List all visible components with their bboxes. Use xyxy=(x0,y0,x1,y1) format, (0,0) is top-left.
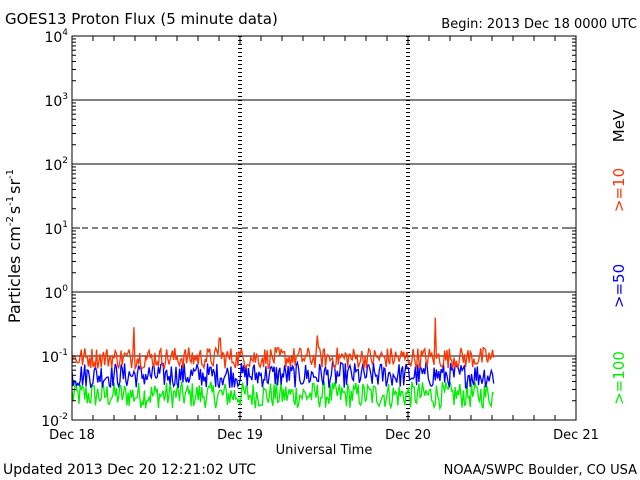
chart-title: GOES13 Proton Flux (5 minute data) xyxy=(5,10,278,28)
y-tick-label: 104 xyxy=(44,28,68,46)
x-tick-label: Dec 18 xyxy=(49,428,95,443)
x-tick-label: Dec 21 xyxy=(553,428,599,443)
y-tick-label: 100 xyxy=(44,284,68,302)
x-axis-label: Universal Time xyxy=(276,443,373,458)
series-line-ge100 xyxy=(71,380,494,411)
y-tick-label: 102 xyxy=(44,156,68,174)
updated-label: Updated 2013 Dec 20 12:21:02 UTC xyxy=(3,462,256,478)
legend-ge50: >=50 xyxy=(610,264,628,308)
y-tick-label: 10-1 xyxy=(41,348,68,366)
legend-ge100: >=100 xyxy=(610,351,628,405)
begin-label: Begin: 2013 Dec 18 0000 UTC xyxy=(441,17,637,32)
y-axis-label: Particles cm-2s-1sr-1 xyxy=(5,169,24,323)
legend-unit: MeV xyxy=(610,109,628,142)
series-line-ge10 xyxy=(71,317,495,371)
source-label: NOAA/SWPC Boulder, CO USA xyxy=(444,463,637,478)
series-line-ge50 xyxy=(71,360,495,389)
y-tick-label: 103 xyxy=(44,92,68,110)
x-tick-label: Dec 19 xyxy=(217,428,263,443)
y-tick-label: 10-2 xyxy=(41,412,68,430)
x-tick-label: Dec 20 xyxy=(385,428,431,443)
legend-ge10: >=10 xyxy=(610,168,628,212)
y-tick-label: 101 xyxy=(44,220,68,238)
